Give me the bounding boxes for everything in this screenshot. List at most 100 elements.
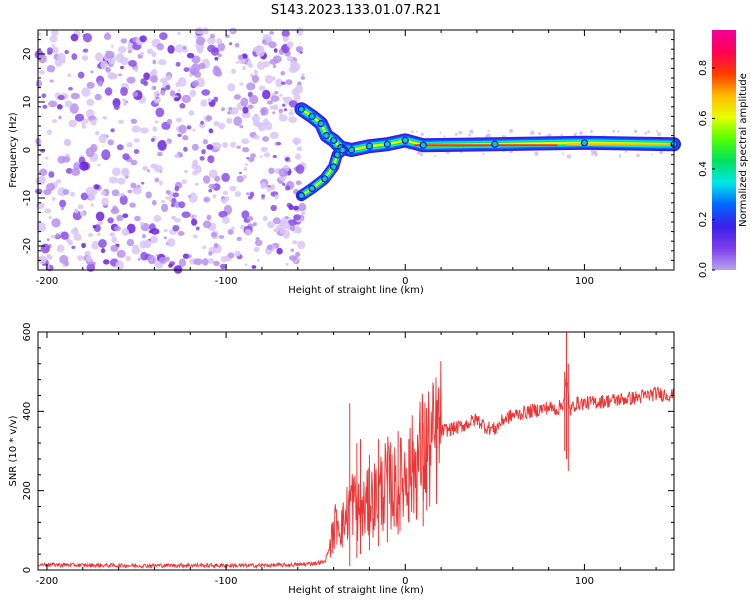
spectrogram-x-tick-label: 0 (402, 276, 408, 287)
noise-blob (194, 182, 199, 186)
signal-node (321, 175, 329, 183)
noise-blob (274, 194, 279, 200)
signal-node (365, 142, 374, 150)
noise-blob (177, 31, 181, 36)
noise-blob (108, 176, 118, 184)
noise-blob (49, 34, 58, 43)
noise-blob (147, 254, 156, 265)
noise-blob (201, 89, 211, 96)
noise-blob (272, 217, 281, 225)
noise-blob (188, 254, 192, 259)
noise-blob (165, 75, 172, 81)
noise-blob (184, 169, 188, 174)
noise-speckle (562, 152, 564, 155)
noise-blob (252, 46, 261, 53)
noise-blob (267, 100, 273, 105)
noise-blob (79, 161, 89, 171)
noise-blob (242, 147, 250, 153)
signal-node (297, 192, 305, 200)
noise-blob (151, 138, 155, 142)
snr-line-layer (37, 332, 675, 570)
noise-blob (36, 222, 47, 233)
signal-node (333, 151, 341, 159)
noise-blob (158, 59, 167, 66)
noise-blob (163, 228, 168, 233)
noise-blob (159, 77, 168, 84)
noise-blob (113, 102, 120, 110)
noise-blob (177, 133, 182, 137)
noise-blob (188, 192, 198, 203)
noise-blob (101, 133, 109, 139)
noise-blob (272, 154, 277, 159)
noise-blob (177, 88, 181, 93)
noise-blob (229, 185, 237, 192)
noise-blob (182, 45, 187, 50)
noise-blob (77, 204, 84, 210)
noise-blob (262, 39, 267, 44)
noise-blob (133, 149, 140, 154)
noise-blob (276, 141, 282, 146)
noise-speckle (590, 153, 594, 156)
noise-speckle (672, 132, 674, 135)
noise-blob (74, 113, 85, 122)
noise-blob (280, 221, 290, 230)
noise-blob (118, 46, 127, 54)
signal-node (491, 140, 499, 148)
noise-blob (46, 65, 56, 73)
noise-blob (285, 216, 289, 219)
noise-blob (181, 211, 191, 218)
noise-blob (247, 104, 254, 110)
noise-blob (68, 87, 73, 91)
noise-blob (167, 45, 175, 54)
noise-blob (285, 262, 289, 266)
colorbar: 0.0 0.2 0.4 0.6 0.8 Normalized spectral ampl… (698, 30, 749, 278)
spectrogram-x-label: Height of straight line (km) (288, 285, 424, 296)
noise-blob (70, 191, 75, 197)
noise-blob (171, 198, 177, 204)
noise-blob (175, 81, 180, 88)
noise-blob (211, 232, 217, 238)
noise-blob (166, 118, 173, 125)
noise-blob (287, 219, 297, 226)
noise-blob (49, 79, 54, 83)
noise-blob (246, 216, 254, 221)
noise-blob (165, 196, 169, 200)
noise-blob (289, 225, 296, 231)
noise-blob (58, 115, 62, 120)
noise-blob (111, 189, 120, 197)
noise-blob (188, 110, 195, 116)
noise-blob (230, 141, 237, 148)
noise-blob (161, 200, 165, 204)
spectrogram-x-tick-label: -100 (215, 276, 238, 287)
noise-speckle (469, 129, 474, 134)
noise-blob (227, 252, 235, 259)
noise-blob (111, 236, 118, 244)
noise-blob (221, 172, 230, 182)
noise-blob (147, 169, 151, 173)
noise-blob (149, 235, 158, 244)
noise-blob (110, 208, 120, 215)
noise-blob (244, 263, 248, 266)
noise-blob (208, 169, 218, 179)
noise-speckle (420, 132, 424, 136)
noise-blob (172, 192, 179, 198)
colorbar-label: Normalized spectral amplitude (738, 73, 749, 227)
noise-blob (142, 234, 146, 239)
noise-blob (244, 229, 252, 236)
noise-blob (181, 179, 187, 184)
noise-blob (62, 189, 70, 195)
noise-blob (293, 205, 299, 211)
noise-blob (292, 240, 298, 245)
noise-speckle (651, 153, 654, 156)
noise-blob (242, 106, 249, 114)
noise-blob (117, 177, 126, 185)
noise-blob (242, 174, 248, 179)
noise-blob (51, 196, 56, 201)
noise-blob (37, 255, 47, 265)
noise-blob (243, 167, 248, 171)
noise-blob (51, 29, 59, 36)
noise-blob (288, 65, 298, 73)
noise-blob (264, 75, 274, 84)
noise-speckle (530, 130, 535, 135)
noise-blob (282, 36, 289, 42)
